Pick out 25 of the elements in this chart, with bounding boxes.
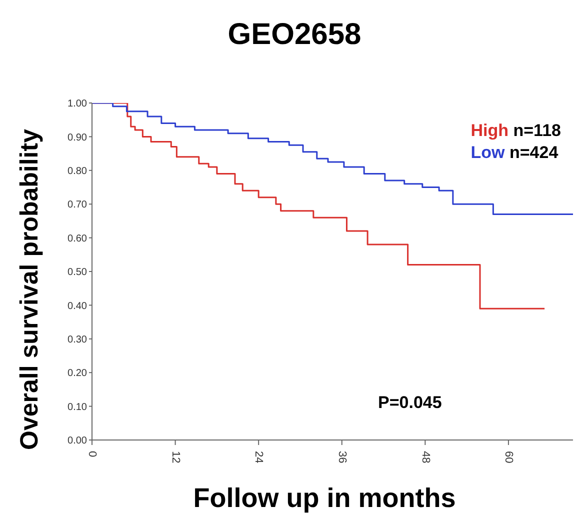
y-tick-label: 1.00	[68, 98, 88, 110]
y-tick-label: 0.60	[68, 233, 88, 244]
text: High	[470, 121, 509, 140]
annotation: P=0.045	[378, 393, 442, 413]
annotation: n=118	[512, 121, 561, 140]
x-tick-label: 48	[419, 451, 432, 464]
x-tick-label: 24	[252, 451, 265, 464]
x-axis-title: Follow up in months	[192, 483, 457, 514]
x-tick-label: 60	[502, 451, 515, 464]
y-tick-label: 0.10	[68, 402, 88, 413]
y-tick-label: 0.00	[68, 436, 88, 447]
y-tick-label: 0.20	[68, 368, 88, 380]
x-tick-label: 36	[336, 451, 348, 464]
y-tick-label: 0.40	[68, 300, 88, 312]
chart-title: GEO2658	[226, 18, 362, 52]
x-tick-label: 0	[86, 451, 98, 458]
annotation: n=424	[508, 143, 558, 162]
y-tick-label: 0.70	[68, 200, 88, 211]
x-tick-label: 12	[169, 451, 182, 464]
y-tick-label: 0.50	[68, 267, 88, 278]
y-axis-title: Overall survival probability	[16, 128, 44, 452]
y-tick-label: 0.90	[68, 132, 88, 144]
y-tick-label: 0.30	[68, 334, 88, 346]
y-tick-label: 0.80	[68, 166, 88, 177]
series-label: Low	[470, 143, 505, 162]
